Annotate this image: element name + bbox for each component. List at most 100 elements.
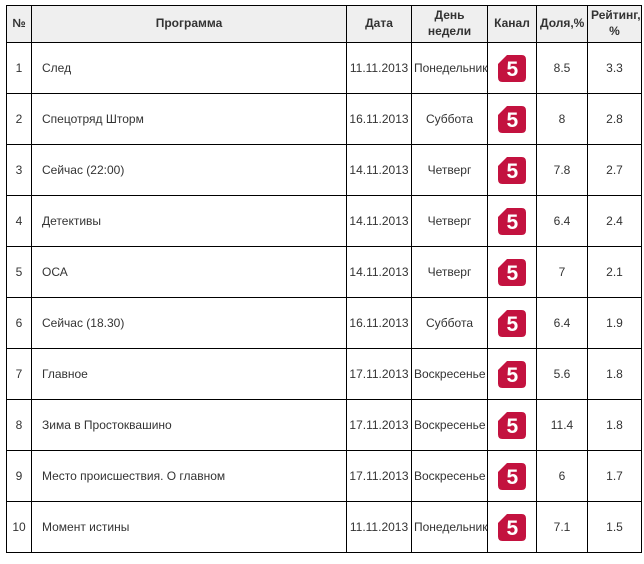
- svg-text:5: 5: [506, 211, 518, 234]
- cell-channel: 5: [487, 246, 537, 298]
- svg-text:5: 5: [506, 160, 518, 183]
- cell-rating: 2.4: [587, 195, 642, 247]
- cell-date: 14.11.2013: [346, 195, 412, 247]
- cell-number: 2: [6, 93, 32, 145]
- cell-channel: 5: [487, 450, 537, 502]
- table-row: 5 ОСА 14.11.2013 Четверг 5 7 2.1: [6, 246, 642, 298]
- cell-channel: 5: [487, 348, 537, 400]
- cell-share: 7.1: [536, 501, 588, 553]
- channel-5-icon: 5: [498, 258, 526, 286]
- tv-ratings-table: № Программа Дата День недели Канал Доля,…: [6, 5, 642, 553]
- channel-5-icon: 5: [498, 462, 526, 490]
- svg-text:5: 5: [506, 58, 518, 81]
- cell-day: Воскресенье: [411, 348, 488, 400]
- cell-day: Воскресенье: [411, 399, 488, 451]
- cell-date: 17.11.2013: [346, 450, 412, 502]
- cell-day: Четверг: [411, 246, 488, 298]
- column-header-share: Доля,%: [536, 5, 588, 43]
- cell-rating: 1.8: [587, 399, 642, 451]
- cell-share: 11.4: [536, 399, 588, 451]
- cell-date: 14.11.2013: [346, 246, 412, 298]
- cell-program: ОСА: [31, 246, 347, 298]
- cell-day: Четверг: [411, 144, 488, 196]
- svg-text:5: 5: [506, 313, 518, 336]
- cell-share: 6.4: [536, 195, 588, 247]
- cell-share: 6: [536, 450, 588, 502]
- cell-channel: 5: [487, 144, 537, 196]
- cell-number: 8: [6, 399, 32, 451]
- cell-share: 6.4: [536, 297, 588, 349]
- cell-channel: 5: [487, 93, 537, 145]
- cell-number: 1: [6, 42, 32, 94]
- svg-text:5: 5: [506, 415, 518, 438]
- table-row: 2 Спецотряд Шторм 16.11.2013 Суббота 5 8…: [6, 93, 642, 145]
- channel-5-icon: 5: [498, 207, 526, 235]
- cell-day: Суббота: [411, 297, 488, 349]
- cell-program: Место происшествия. О главном: [31, 450, 347, 502]
- channel-5-icon: 5: [498, 513, 526, 541]
- cell-share: 7: [536, 246, 588, 298]
- svg-text:5: 5: [506, 466, 518, 489]
- cell-rating: 2.1: [587, 246, 642, 298]
- channel-5-icon: 5: [498, 105, 526, 133]
- column-header-program: Программа: [31, 5, 347, 43]
- cell-number: 9: [6, 450, 32, 502]
- cell-channel: 5: [487, 42, 537, 94]
- header-row: № Программа Дата День недели Канал Доля,…: [6, 5, 642, 43]
- cell-date: 16.11.2013: [346, 297, 412, 349]
- cell-number: 6: [6, 297, 32, 349]
- column-header-number: №: [6, 5, 32, 43]
- table-body: 1 След 11.11.2013 Понедельник 5 8.5 3.3 …: [6, 42, 642, 553]
- cell-program: Спецотряд Шторм: [31, 93, 347, 145]
- table-row: 3 Сейчас (22:00) 14.11.2013 Четверг 5 7.…: [6, 144, 642, 196]
- cell-share: 8.5: [536, 42, 588, 94]
- cell-date: 16.11.2013: [346, 93, 412, 145]
- cell-share: 8: [536, 93, 588, 145]
- cell-program: Сейчас (18.30): [31, 297, 347, 349]
- cell-number: 4: [6, 195, 32, 247]
- cell-date: 11.11.2013: [346, 42, 412, 94]
- cell-day: Воскресенье: [411, 450, 488, 502]
- column-header-channel: Канал: [487, 5, 537, 43]
- cell-rating: 2.7: [587, 144, 642, 196]
- cell-day: Четверг: [411, 195, 488, 247]
- table-row: 8 Зима в Простоквашино 17.11.2013 Воскре…: [6, 399, 642, 451]
- cell-rating: 1.9: [587, 297, 642, 349]
- cell-program: Момент истины: [31, 501, 347, 553]
- column-header-date: Дата: [346, 5, 412, 43]
- cell-date: 14.11.2013: [346, 144, 412, 196]
- cell-date: 17.11.2013: [346, 348, 412, 400]
- svg-text:5: 5: [506, 517, 518, 540]
- cell-program: Сейчас (22:00): [31, 144, 347, 196]
- svg-text:5: 5: [506, 109, 518, 132]
- channel-5-icon: 5: [498, 54, 526, 82]
- cell-number: 5: [6, 246, 32, 298]
- cell-number: 10: [6, 501, 32, 553]
- svg-text:5: 5: [506, 262, 518, 285]
- cell-channel: 5: [487, 195, 537, 247]
- cell-program: Детективы: [31, 195, 347, 247]
- cell-number: 3: [6, 144, 32, 196]
- column-header-day: День недели: [411, 5, 488, 43]
- cell-share: 5.6: [536, 348, 588, 400]
- cell-rating: 1.7: [587, 450, 642, 502]
- cell-date: 11.11.2013: [346, 501, 412, 553]
- cell-program: Зима в Простоквашино: [31, 399, 347, 451]
- channel-5-icon: 5: [498, 360, 526, 388]
- cell-share: 7.8: [536, 144, 588, 196]
- table-row: 9 Место происшествия. О главном 17.11.20…: [6, 450, 642, 502]
- table-row: 1 След 11.11.2013 Понедельник 5 8.5 3.3: [6, 42, 642, 94]
- cell-rating: 1.5: [587, 501, 642, 553]
- svg-text:5: 5: [506, 364, 518, 387]
- cell-day: Понедельник: [411, 42, 488, 94]
- cell-date: 17.11.2013: [346, 399, 412, 451]
- cell-program: Главное: [31, 348, 347, 400]
- cell-channel: 5: [487, 297, 537, 349]
- table-row: 6 Сейчас (18.30) 16.11.2013 Суббота 5 6.…: [6, 297, 642, 349]
- cell-day: Суббота: [411, 93, 488, 145]
- cell-rating: 1.8: [587, 348, 642, 400]
- cell-day: Понедельник: [411, 501, 488, 553]
- channel-5-icon: 5: [498, 411, 526, 439]
- table-row: 7 Главное 17.11.2013 Воскресенье 5 5.6 1…: [6, 348, 642, 400]
- cell-program: След: [31, 42, 347, 94]
